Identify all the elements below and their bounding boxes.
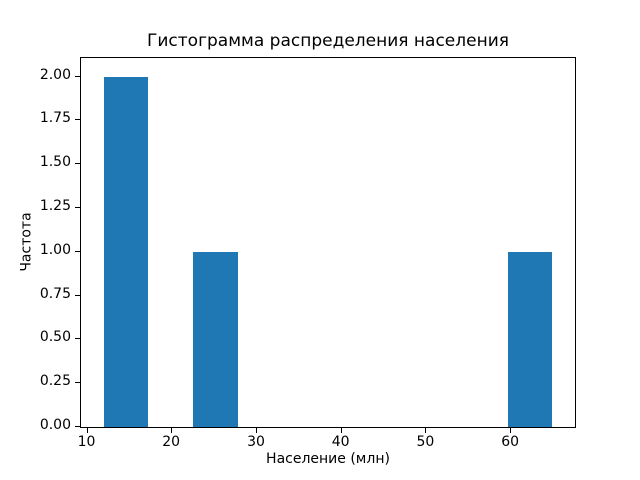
chart-title: Гистограмма распределения населения (147, 31, 509, 51)
y-tick-label: 0.25 (39, 373, 71, 390)
x-tick-mark (256, 428, 257, 433)
x-tick-label: 10 (77, 434, 96, 450)
x-tick-label: 40 (331, 434, 350, 450)
y-tick-label: 1.25 (39, 198, 71, 214)
y-tick-mark (75, 338, 80, 340)
y-tick-mark (75, 250, 80, 252)
y-tick-label: 1.75 (39, 110, 71, 127)
y-tick-label: 1.50 (39, 154, 71, 171)
y-tick-label: 0.75 (39, 285, 71, 302)
y-tick-mark (75, 426, 80, 427)
y-tick-label: 0.50 (39, 329, 71, 346)
y-tick-mark (75, 382, 80, 384)
y-tick-mark (75, 207, 80, 208)
x-tick-mark (425, 428, 427, 433)
y-tick-mark (75, 75, 80, 77)
histogram-bar (507, 251, 553, 427)
y-tick-mark (75, 294, 80, 296)
x-tick-label: 50 (416, 434, 435, 450)
x-tick-mark (171, 428, 173, 433)
histogram-bar (193, 251, 239, 427)
x-tick-mark (510, 428, 512, 433)
x-tick-mark (340, 428, 342, 433)
x-tick-mark (86, 428, 88, 433)
x-axis-label: Население (млн) (266, 451, 390, 467)
x-tick-label: 30 (247, 434, 265, 450)
y-tick-mark (75, 163, 80, 165)
x-tick-label: 60 (501, 434, 520, 450)
x-tick-label: 20 (162, 434, 181, 450)
y-tick-label: 2.00 (39, 66, 71, 83)
y-tick-label: 0.00 (39, 417, 71, 433)
y-tick-label: 1.00 (39, 241, 71, 258)
histogram-bar (103, 76, 149, 427)
plot-area: 10 20 30 40 50 60 0.00 0.25 0.50 0.75 1.00 1.25 1.50… (40, 57, 576, 449)
y-tick-mark (75, 119, 80, 121)
y-axis-label: Частота (18, 212, 35, 272)
